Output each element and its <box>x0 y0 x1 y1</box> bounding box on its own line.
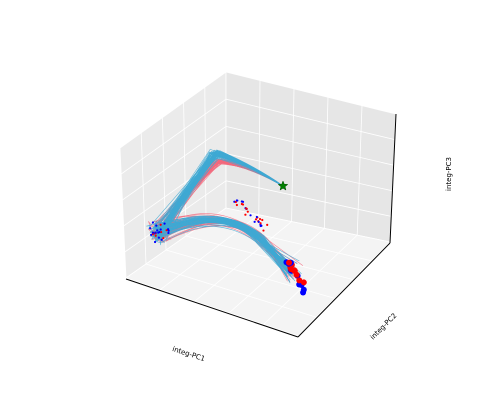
endpoint-marker <box>301 287 307 293</box>
y-axis-label: integ-PC2 <box>369 312 399 342</box>
mid-point <box>258 221 260 223</box>
cluster-point <box>158 231 160 233</box>
cluster-point <box>154 232 156 234</box>
mid-point <box>259 222 261 224</box>
mid-point <box>236 199 238 201</box>
cluster-point <box>162 237 164 239</box>
mid-point <box>266 224 268 226</box>
mid-point <box>242 201 244 203</box>
endpoint-marker <box>294 272 300 278</box>
cluster-point <box>167 232 169 234</box>
x-axis-label: integ-PC1 <box>171 345 206 363</box>
cluster-point <box>152 232 154 234</box>
endpoint-marker <box>288 266 294 272</box>
mid-point <box>255 218 257 220</box>
mid-point <box>256 216 258 218</box>
cluster-point <box>167 228 169 230</box>
cluster-point <box>149 227 151 229</box>
cluster-point <box>150 234 152 236</box>
cluster-point <box>155 224 157 226</box>
mid-point <box>244 214 246 216</box>
mid-point <box>261 219 263 221</box>
z-axis-label: integ-PC3 <box>445 157 453 191</box>
mid-point <box>241 203 243 205</box>
endpoint-marker <box>296 277 302 283</box>
cluster-point <box>160 224 162 226</box>
cluster-point <box>161 239 163 241</box>
mid-point <box>260 225 262 227</box>
endpoint-marker <box>286 260 292 266</box>
mid-point <box>249 214 251 216</box>
cluster-point <box>154 241 156 243</box>
mid-point <box>247 211 249 213</box>
mid-point <box>236 204 238 206</box>
mid-point <box>262 229 264 231</box>
cluster-point <box>163 223 165 225</box>
cluster-point <box>155 235 157 237</box>
cluster-point <box>152 221 154 223</box>
mid-point <box>259 218 261 220</box>
cluster-point <box>156 229 158 231</box>
mid-point <box>254 221 256 223</box>
mid-point <box>245 207 247 209</box>
cluster-point <box>158 237 160 239</box>
cluster-point <box>160 228 162 230</box>
